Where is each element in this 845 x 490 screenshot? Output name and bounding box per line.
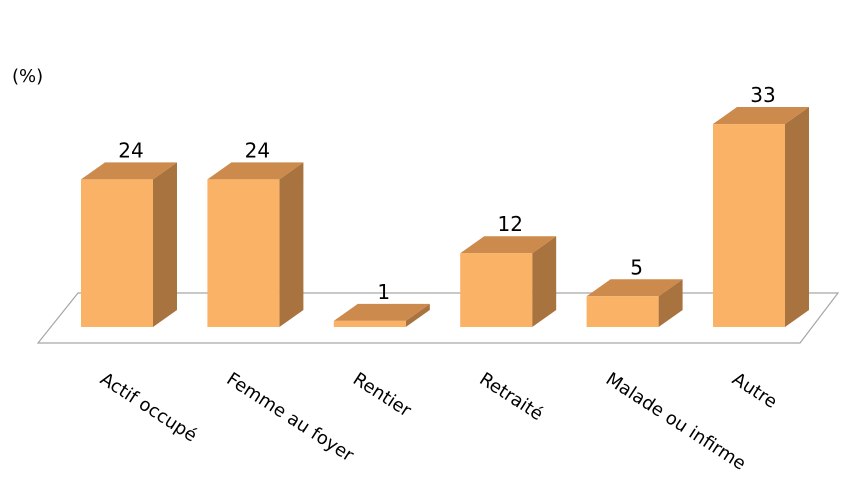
y-axis-unit-label: (%) (12, 66, 43, 87)
bar-side-face (279, 162, 304, 327)
chart-floor-plane (36, 292, 840, 344)
data-label: 12 (497, 212, 522, 236)
data-labels-group: 24 24 1 12 5 33 (118, 83, 775, 304)
bar-top-face (713, 107, 809, 125)
bar-front-face (207, 179, 280, 327)
category-label: Retraité (475, 369, 546, 426)
category-label: Rentier (349, 369, 415, 422)
bars-group (81, 107, 809, 327)
bar-front-face (460, 253, 533, 327)
bar-top-face (207, 162, 304, 180)
data-label: 24 (245, 138, 270, 162)
bar-top-face (81, 162, 177, 180)
bar-3 (333, 303, 430, 327)
bar-6 (713, 107, 809, 327)
data-label: 33 (750, 83, 775, 107)
bar-top-face (586, 279, 683, 297)
data-label: 24 (118, 138, 143, 162)
bar-front-face (333, 320, 406, 327)
bar-1 (81, 162, 177, 327)
chart-floor (36, 292, 840, 344)
bar-front-face (81, 179, 153, 327)
data-label: 5 (630, 255, 643, 279)
category-label: Malade ou infirme (602, 369, 750, 475)
bar-4 (460, 236, 557, 327)
bar-2 (207, 162, 304, 327)
bar-side-face (658, 279, 683, 327)
bar-top-face (460, 236, 557, 254)
category-label: Autre (728, 369, 780, 413)
bar-front-face (586, 296, 659, 327)
data-label: 1 (377, 280, 390, 304)
bar-5 (586, 279, 683, 327)
bar-side-face (405, 303, 430, 327)
category-label: Actif occupé (96, 369, 200, 447)
bar-front-face (713, 124, 785, 327)
bar-top-face (333, 303, 430, 321)
bar-side-face (532, 236, 557, 327)
category-label: Femme au foyer (223, 369, 358, 467)
bar-side-face (153, 162, 177, 327)
bar-side-face (785, 107, 809, 327)
